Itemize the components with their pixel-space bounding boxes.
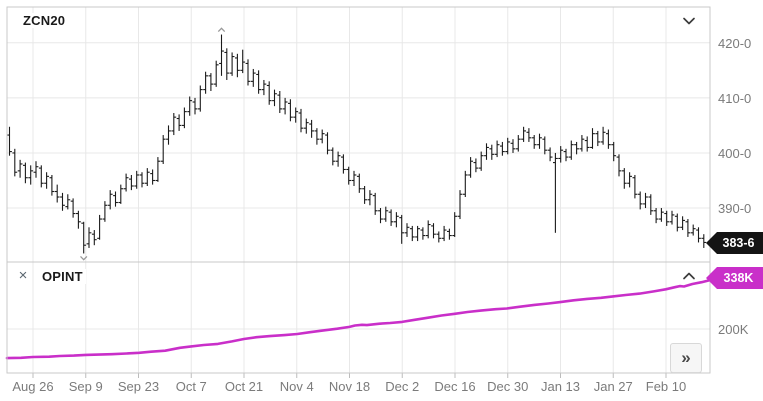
scroll-right-button[interactable]: » [670,343,702,373]
opint-study-label: OPINT [39,268,86,284]
opint-value-badge: 338K [706,267,763,289]
x-axis-label: Dec 2 [385,379,420,394]
x-axis-label: Dec 16 [434,379,476,394]
x-axis-label: Nov 18 [328,379,371,394]
y-axis-label: 420-0 [718,35,752,51]
x-axis-label: Dec 30 [487,379,529,394]
x-axis-label: Feb 10 [645,379,687,394]
chevron-down-icon[interactable] [681,15,697,27]
y-axis-label: 200K [718,322,749,338]
x-axis-label: Nov 4 [279,379,314,394]
x-axis-label: Sep 23 [117,379,160,394]
last-price-badge: 383-6 [706,232,763,254]
close-icon[interactable]: × [14,268,32,284]
y-axis-label: 390-0 [718,201,752,217]
x-axis-label: Jan 27 [593,379,633,394]
x-axis-label: Sep 9 [68,379,103,394]
symbol-title: ZCN20 [20,13,69,28]
x-axis-label: Aug 26 [12,379,54,394]
y-axis-label: 400-0 [718,145,752,161]
x-axis-label: Oct 21 [224,379,264,394]
x-axis-label: Oct 7 [175,379,207,394]
y-axis-label: 410-0 [718,90,752,106]
chevron-up-icon[interactable] [681,270,697,282]
x-axis-label: Jan 13 [540,379,581,394]
study-row-opint: × OPINT [14,268,86,284]
